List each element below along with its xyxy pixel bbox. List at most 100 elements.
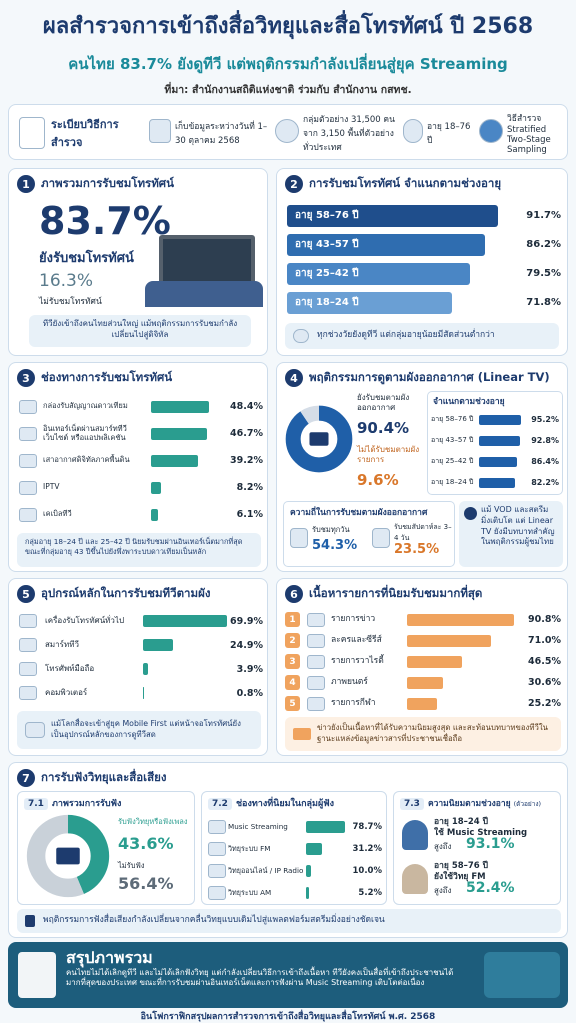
- value-label: 0.8%: [236, 687, 263, 699]
- bar-label: เคเบิลทีวี: [43, 509, 72, 519]
- sofa-illustration: [145, 281, 263, 307]
- value-label: 71.0%: [528, 635, 561, 646]
- value-label: 91.7%: [526, 210, 561, 221]
- note: พฤติกรรมการฟังสื่อเสียงกำลังเปลี่ยนจากคล…: [17, 909, 561, 933]
- section-number: 5: [17, 585, 35, 603]
- bar: [287, 233, 486, 256]
- section-header: 1 ภาพรวมการรับชมโทรทัศน์: [17, 175, 174, 193]
- bar-label: ภาพยนตร์: [331, 676, 368, 687]
- bar: [407, 655, 462, 668]
- bar: [151, 427, 208, 440]
- people-icon: [275, 119, 299, 143]
- summary-text: คนไทยไม่ได้เลิกดูทีวี และไม่ได้เลิกฟังวิ…: [66, 968, 454, 988]
- tv-icon: [25, 722, 45, 738]
- channels-card: 3 ช่องทางการรับชมโทรทัศน์ กลุ่มอายุ 18–24…: [8, 362, 268, 572]
- value-label: 90.8%: [528, 614, 561, 625]
- bar: [143, 639, 173, 651]
- subtitle: คนไทย 83.7% ยังดูทีวี แต่พฤติกรรมกำลังเป…: [68, 55, 508, 73]
- icon: [208, 820, 226, 834]
- radio-card: 7 การรับฟังวิทยุและสื่อเสียง 7.1 ภาพรวมการ…: [8, 762, 568, 938]
- rank-badge: 2: [285, 633, 300, 648]
- section-title: พฤติกรรมการดูตามผังออกอากาศ (Linear TV): [309, 370, 550, 384]
- bar-label: อายุ 18–24 ปี: [431, 478, 474, 487]
- icon: [208, 886, 226, 900]
- center-icon: [56, 847, 80, 865]
- pie-icon: [479, 119, 503, 143]
- icon: [208, 842, 226, 856]
- note-text: ข่าวยังเป็นเนื้อหาที่ได้รับความนิยมสูงสุ…: [317, 723, 548, 743]
- box-header: 7.3 ความนิยมตามช่วงอายุ (ตัวอย่าง): [400, 796, 541, 810]
- bar: [407, 676, 444, 689]
- method-item: อายุ 18–76 ปี: [427, 122, 471, 146]
- bar-label: อายุ 25–42 ปี: [295, 267, 359, 279]
- section-title: อุปกรณ์หลักในการรับชมทีวีตามผัง: [41, 586, 211, 600]
- bar: [151, 454, 199, 467]
- section-title: ภาพรวมการรับชมโทรทัศน์: [41, 176, 174, 190]
- value-label: 46.5%: [528, 656, 561, 667]
- person-icon: [402, 820, 428, 850]
- value-label: 86.4%: [531, 457, 559, 466]
- donut-chart: [285, 405, 353, 473]
- summary-title: สรุปภาพรวม: [66, 948, 153, 967]
- method-label: ระเบียบวิธีการสำรวจ: [51, 118, 119, 149]
- not-listen-text: ไม่รับฟัง: [118, 861, 145, 870]
- bar: [151, 400, 210, 413]
- method-item: เก็บข้อมูลระหว่างวันที่ 1–30 ตุลาคม 2568: [175, 122, 268, 146]
- icon: [19, 662, 37, 676]
- bar: [151, 481, 161, 494]
- donut-segment: [285, 405, 353, 473]
- bar-label: รายการข่าว: [331, 613, 376, 624]
- value-label: 3.9%: [236, 663, 263, 675]
- clipboard-icon: [19, 117, 45, 149]
- bar-label: วิทยุระบบ FM: [228, 843, 271, 853]
- value-label: 69.9%: [230, 615, 263, 627]
- bar: [143, 663, 148, 675]
- age-prefix: สูงถึง: [434, 842, 452, 851]
- section-number: 2: [285, 175, 303, 193]
- icon: [19, 507, 37, 522]
- bar-label: สมาร์ททีวี: [45, 640, 79, 650]
- bar: [479, 414, 521, 425]
- rank-badge: 5: [285, 696, 300, 711]
- icon: [307, 675, 325, 690]
- bar: [143, 615, 227, 627]
- donut-chart: [26, 814, 110, 898]
- bar: [306, 843, 322, 855]
- value-label: 95.2%: [531, 415, 559, 424]
- section-title: การรับชมโทรทัศน์ จำแนกตามช่วงอายุ: [309, 176, 502, 190]
- person-icon: [402, 864, 428, 894]
- bar-label: อายุ 43–57 ปี: [431, 436, 474, 445]
- note: ข่าวยังเป็นเนื้อหาที่ได้รับความนิยมสูงสุ…: [285, 717, 561, 751]
- note-text: พฤติกรรมการฟังสื่อเสียงกำลังเปลี่ยนจากคล…: [43, 915, 385, 926]
- icon: [19, 614, 37, 628]
- not-watch-share: 16.3%: [39, 271, 94, 291]
- note: ทุกช่วงวัยยังดูทีวี แต่กลุ่มอายุน้อยมีสั…: [285, 323, 559, 349]
- bar: [287, 204, 498, 227]
- value-label: 10.0%: [352, 866, 383, 876]
- bar: [143, 687, 144, 699]
- clipboard-icon: [18, 952, 56, 998]
- rank-badge: 4: [285, 675, 300, 690]
- rank-badge: 1: [285, 612, 300, 627]
- star-icon: [464, 507, 477, 520]
- bar-label: IPTV: [43, 482, 60, 492]
- value-label: 6.1%: [236, 509, 263, 520]
- radio-age-box: 7.3 ความนิยมตามช่วงอายุ (ตัวอย่าง) อายุ 1…: [393, 791, 561, 905]
- radio-channels-box: 7.2 ช่องทางที่นิยมในกลุ่มผู้ฟัง Music Str…: [201, 791, 387, 905]
- note: แม้โลกสื่อจะเข้าสู่ยุค Mobile First แต่ห…: [17, 711, 261, 749]
- bar: [151, 508, 159, 521]
- section-number: 4: [285, 369, 303, 387]
- share-text: ยังรับชมตามผังออกอากาศ: [357, 393, 410, 412]
- media-illustration: [484, 952, 560, 998]
- music-icon: [25, 915, 35, 927]
- center-icon: [309, 432, 329, 446]
- section-header: 5 อุปกรณ์หลักในการรับชมทีวีตามผัง: [17, 585, 210, 603]
- freq-box: ความถี่ในการรับชมตามผังออกอากาศ รับชมทุก…: [283, 501, 455, 567]
- section-header: 3 ช่องทางการรับชมโทรทัศน์: [17, 369, 172, 387]
- bar-label: อายุ 58–76 ปี: [295, 209, 359, 221]
- icon: [19, 453, 37, 468]
- value-label: 39.2%: [230, 455, 263, 466]
- calendar-icon: [290, 528, 308, 548]
- not-listen-value: 56.4%: [118, 874, 174, 893]
- value-label: 46.7%: [230, 428, 263, 439]
